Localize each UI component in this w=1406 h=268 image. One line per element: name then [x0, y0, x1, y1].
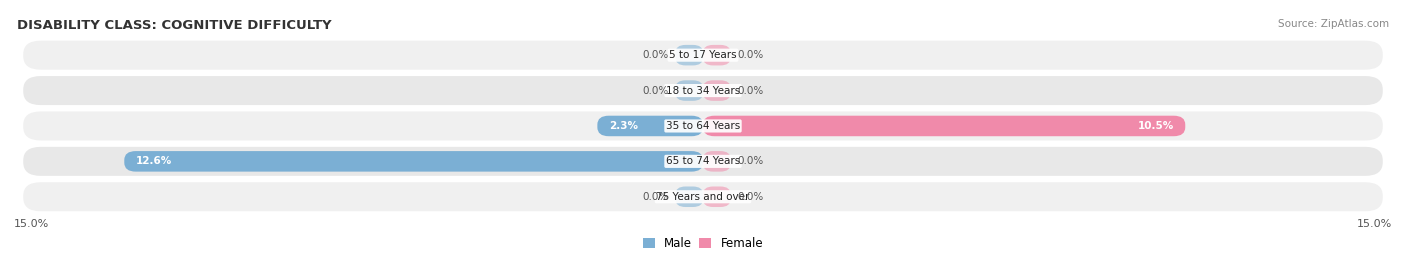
FancyBboxPatch shape [24, 182, 1382, 211]
FancyBboxPatch shape [675, 45, 703, 65]
Text: 0.0%: 0.0% [738, 50, 763, 60]
Text: 2.3%: 2.3% [609, 121, 638, 131]
Text: 0.0%: 0.0% [643, 50, 669, 60]
Text: 65 to 74 Years: 65 to 74 Years [666, 156, 740, 166]
FancyBboxPatch shape [675, 80, 703, 101]
FancyBboxPatch shape [703, 80, 731, 101]
Text: 12.6%: 12.6% [136, 156, 172, 166]
Text: 15.0%: 15.0% [1357, 219, 1392, 229]
FancyBboxPatch shape [598, 116, 703, 136]
FancyBboxPatch shape [124, 151, 703, 172]
Text: 10.5%: 10.5% [1137, 121, 1174, 131]
Text: 0.0%: 0.0% [738, 192, 763, 202]
Legend: Male, Female: Male, Female [638, 233, 768, 255]
FancyBboxPatch shape [703, 187, 731, 207]
Text: Source: ZipAtlas.com: Source: ZipAtlas.com [1278, 19, 1389, 29]
Text: 15.0%: 15.0% [14, 219, 49, 229]
Text: 18 to 34 Years: 18 to 34 Years [666, 85, 740, 96]
Text: 0.0%: 0.0% [643, 85, 669, 96]
Text: 5 to 17 Years: 5 to 17 Years [669, 50, 737, 60]
Text: 75 Years and over: 75 Years and over [657, 192, 749, 202]
Text: 0.0%: 0.0% [643, 192, 669, 202]
FancyBboxPatch shape [24, 76, 1382, 105]
FancyBboxPatch shape [703, 116, 1185, 136]
FancyBboxPatch shape [703, 151, 731, 172]
FancyBboxPatch shape [24, 147, 1382, 176]
Text: 0.0%: 0.0% [738, 85, 763, 96]
Text: 0.0%: 0.0% [738, 156, 763, 166]
FancyBboxPatch shape [703, 45, 731, 65]
FancyBboxPatch shape [24, 111, 1382, 140]
Text: DISABILITY CLASS: COGNITIVE DIFFICULTY: DISABILITY CLASS: COGNITIVE DIFFICULTY [17, 19, 332, 32]
FancyBboxPatch shape [675, 187, 703, 207]
Text: 35 to 64 Years: 35 to 64 Years [666, 121, 740, 131]
FancyBboxPatch shape [24, 41, 1382, 70]
